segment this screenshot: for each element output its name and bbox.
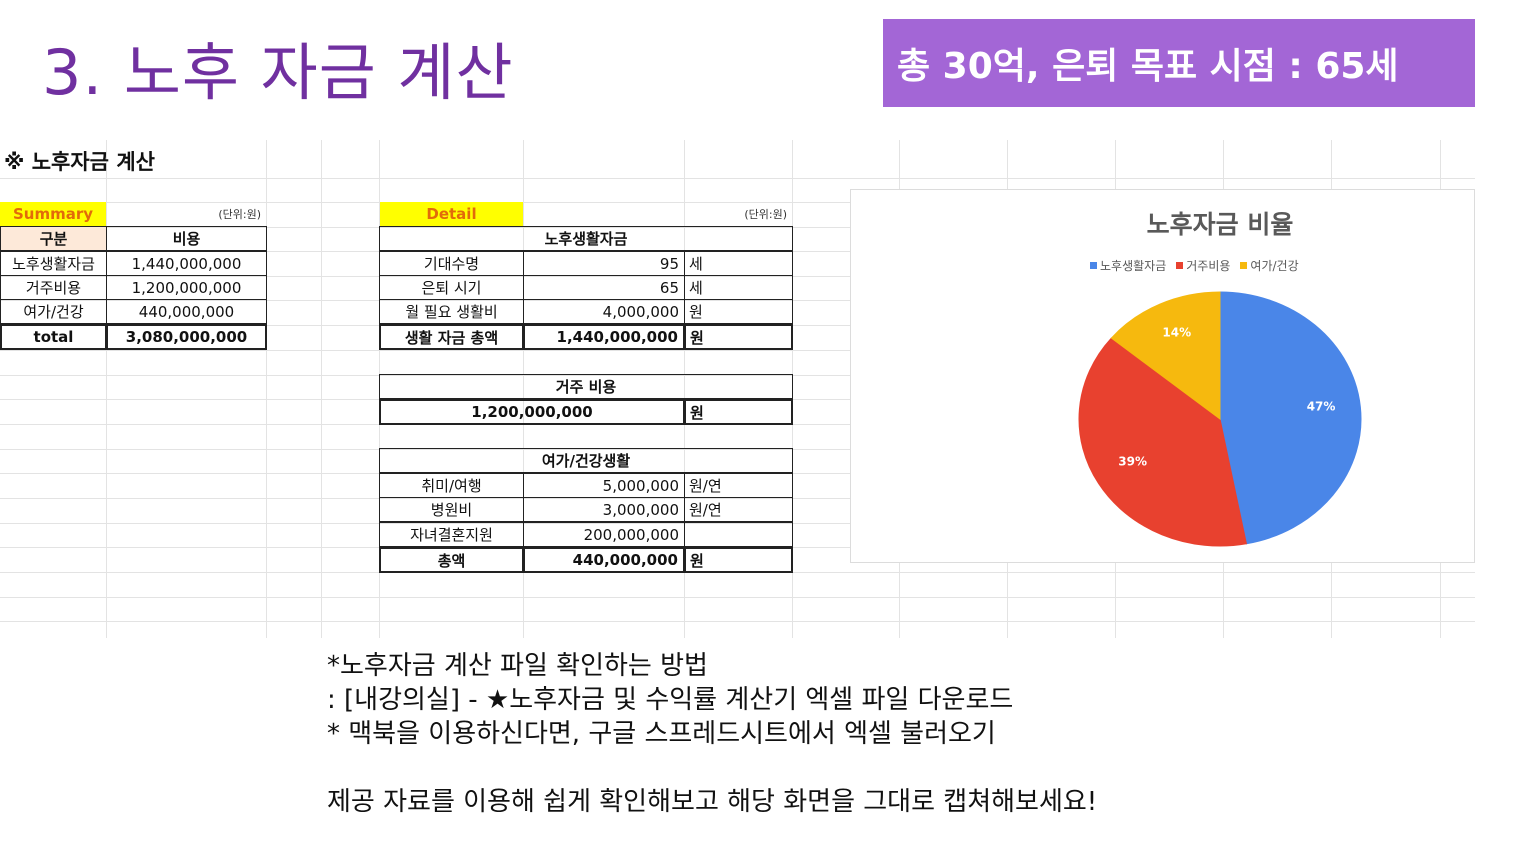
living-header: 노후생활자금 bbox=[379, 226, 793, 251]
leisure-total-label: 총액 bbox=[379, 547, 524, 573]
chart-title: 노후자금 비율 bbox=[1146, 210, 1294, 239]
pie-data-label: 39% bbox=[1118, 455, 1147, 469]
summary-header-category: 구분 bbox=[0, 226, 107, 251]
summary-row-label: 노후생활자금 bbox=[0, 251, 107, 276]
note-line-4: 제공 자료를 이용해 쉽게 확인해보고 해당 화면을 그대로 캡쳐해보세요! bbox=[327, 787, 1098, 817]
summary-row-label: 거주비용 bbox=[0, 275, 107, 300]
leisure-total-value: 440,000,000 bbox=[523, 547, 685, 573]
summary-row-value: 440,000,000 bbox=[106, 299, 267, 324]
leisure-row-value: 5,000,000 bbox=[523, 473, 685, 498]
section-title: ※ 노후자금 계산 bbox=[4, 150, 155, 174]
pie-data-label: 47% bbox=[1307, 399, 1336, 413]
legend-label: 노후생활자금 bbox=[1100, 259, 1167, 273]
legend-swatch bbox=[1090, 262, 1097, 269]
summary-total-value: 3,080,000,000 bbox=[106, 324, 267, 350]
legend-label: 거주비용 bbox=[1186, 259, 1231, 273]
pie-chart[interactable]: 47% 39% 14% bbox=[1070, 285, 1370, 555]
legend-swatch bbox=[1240, 262, 1248, 269]
living-row-value: 4,000,000 bbox=[523, 299, 685, 324]
summary-header-cost: 비용 bbox=[106, 226, 267, 251]
goal-banner: 총 30억, 은퇴 목표 시점 : 65세 bbox=[883, 19, 1475, 107]
leisure-row-label: 병원비 bbox=[379, 497, 524, 522]
housing-unit: 원 bbox=[684, 399, 793, 425]
living-total-label: 생활 자금 총액 bbox=[379, 324, 524, 350]
summary-total-label: total bbox=[0, 324, 107, 350]
note-line-3: * 맥북을 이용하신다면, 구글 스프레드시트에서 엑셀 불러오기 bbox=[327, 719, 996, 749]
summary-row-label: 여가/건강 bbox=[0, 299, 107, 324]
pie-slice-3[interactable] bbox=[1110, 291, 1221, 420]
pie-slice-2[interactable] bbox=[1078, 337, 1248, 547]
leisure-header: 여가/건강생활 bbox=[379, 448, 793, 473]
leisure-row-unit: 원/연 bbox=[684, 497, 793, 522]
living-row-unit: 세 bbox=[684, 251, 793, 276]
legend-swatch bbox=[1176, 262, 1184, 269]
legend-label: 여가/건강 bbox=[1250, 259, 1299, 273]
living-total-value: 1,440,000,000 bbox=[523, 324, 685, 350]
summary-row-value: 1,200,000,000 bbox=[106, 275, 267, 300]
summary-row-value: 1,440,000,000 bbox=[106, 251, 267, 276]
summary-tag: Summary bbox=[0, 202, 106, 226]
pie-data-label: 14% bbox=[1162, 325, 1191, 339]
living-row-label: 월 필요 생활비 bbox=[379, 299, 524, 324]
housing-value: 1,200,000,000 bbox=[379, 399, 685, 425]
chart-legend: 노후생활자금 거주비용 여가/건강 bbox=[1090, 257, 1299, 274]
slide-title: 3. 노후 자금 계산 bbox=[42, 36, 514, 109]
living-row-value: 95 bbox=[523, 251, 685, 276]
note-line-1: *노후자금 계산 파일 확인하는 방법 bbox=[327, 651, 708, 681]
leisure-row-unit: 원/연 bbox=[684, 473, 793, 498]
leisure-row-label: 자녀결혼지원 bbox=[379, 522, 524, 547]
housing-header: 거주 비용 bbox=[379, 374, 793, 399]
living-row-unit: 세 bbox=[684, 275, 793, 300]
living-row-label: 은퇴 시기 bbox=[379, 275, 524, 300]
summary-unit: (단위:원) bbox=[218, 208, 261, 221]
leisure-row-unit bbox=[684, 522, 793, 547]
leisure-row-label: 취미/여행 bbox=[379, 473, 524, 498]
leisure-row-value: 200,000,000 bbox=[523, 522, 685, 547]
detail-tag: Detail bbox=[380, 202, 523, 226]
leisure-total-unit: 원 bbox=[684, 547, 793, 573]
living-row-value: 65 bbox=[523, 275, 685, 300]
leisure-row-value: 3,000,000 bbox=[523, 497, 685, 522]
living-row-label: 기대수명 bbox=[379, 251, 524, 276]
note-line-2: : [내강의실] - ★노후자금 및 수익률 계산기 엑셀 파일 다운로드 bbox=[327, 685, 1014, 715]
living-total-unit: 원 bbox=[684, 324, 793, 350]
pie-slice-1[interactable] bbox=[1219, 291, 1362, 545]
detail-unit: (단위:원) bbox=[744, 208, 787, 221]
living-row-unit: 원 bbox=[684, 299, 793, 324]
